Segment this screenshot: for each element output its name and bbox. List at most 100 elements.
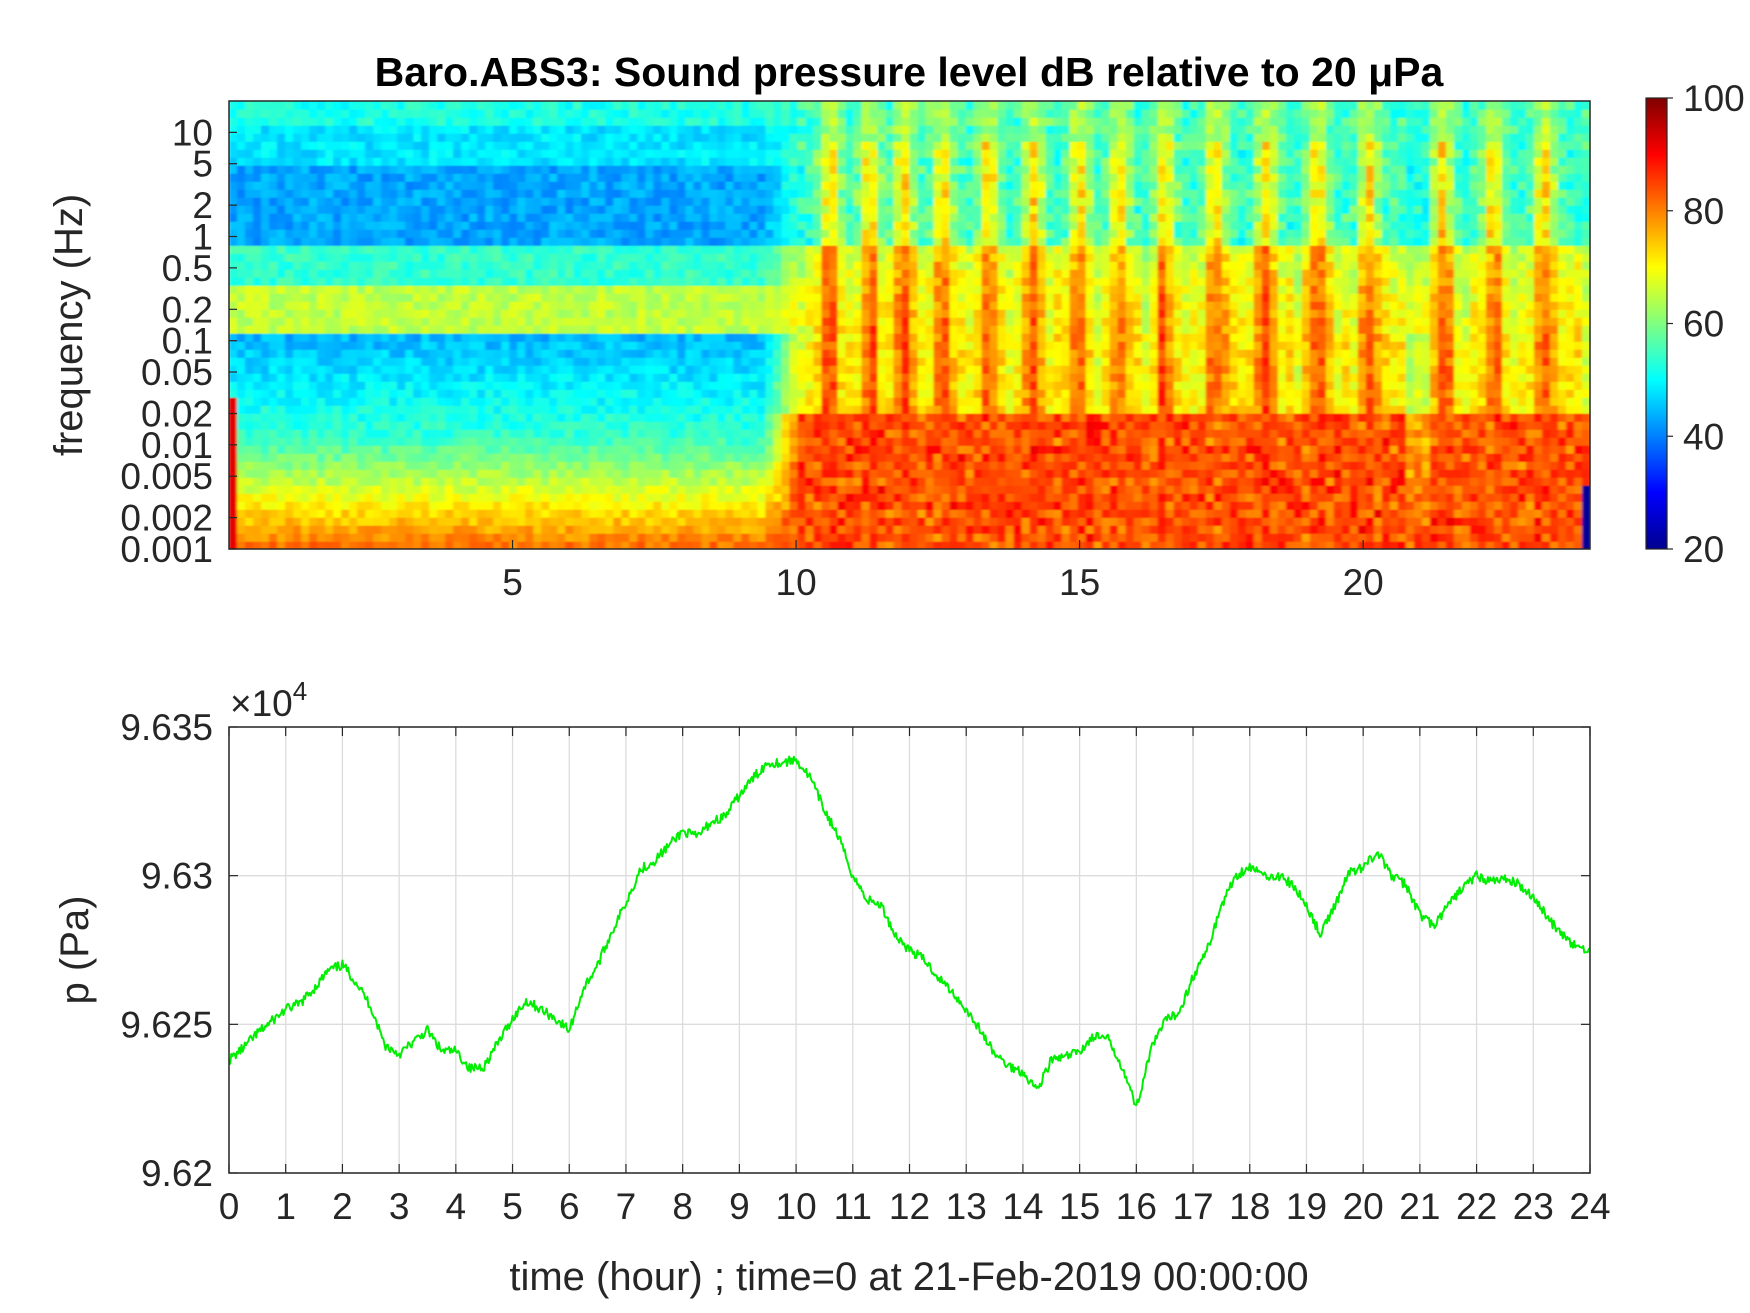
spectrogram-cell — [477, 157, 486, 166]
spectrogram-cell — [933, 221, 943, 230]
spectrogram-cell — [797, 389, 807, 398]
spectrogram-cell — [309, 269, 318, 278]
spectrogram-cell — [645, 285, 655, 294]
spectrogram-cell — [709, 517, 719, 526]
spectrogram-cell — [589, 533, 599, 542]
spectrogram-cell — [421, 509, 430, 518]
spectrogram-cell — [485, 485, 494, 494]
spectrogram-cell — [629, 413, 639, 422]
spectrogram-cell — [869, 157, 879, 166]
spectrogram-cell — [477, 261, 486, 270]
spectrogram-cell — [645, 181, 655, 190]
spectrogram-cell — [853, 245, 863, 254]
spectrogram-cell — [677, 405, 687, 414]
spectrogram-cell — [781, 421, 791, 430]
spectrogram-cell — [469, 261, 478, 270]
spectrogram-cell — [645, 397, 655, 406]
spectrogram-cell — [421, 101, 430, 110]
spectrogram-cell — [581, 173, 591, 182]
spectrogram-cell — [797, 429, 807, 438]
spectrogram-cell — [293, 389, 302, 398]
spectrogram-cell — [741, 501, 751, 510]
spectrogram-cell — [637, 429, 647, 438]
spectrogram-cell — [293, 109, 302, 118]
spectrogram-cell — [797, 205, 807, 214]
spectrogram-cell — [461, 277, 470, 286]
spectrogram-cell — [685, 293, 695, 302]
spectrogram-cell — [333, 509, 342, 518]
spectrogram-cell — [829, 509, 839, 518]
spectrogram-cell — [917, 365, 927, 374]
spectrogram-cell — [701, 173, 711, 182]
spectrogram-cell — [525, 477, 535, 486]
spectrogram-cell — [861, 221, 871, 230]
spectrogram-cell — [909, 197, 919, 206]
spectrogram-cell — [613, 341, 623, 350]
spectrogram-cell — [309, 453, 318, 462]
spectrogram-cell — [285, 437, 294, 446]
spectrogram-cell — [845, 301, 855, 310]
spectrogram-cell — [725, 125, 735, 134]
spectrogram-cell — [829, 101, 839, 110]
spectrogram-cell — [509, 437, 519, 446]
spectrogram-cell — [493, 421, 502, 430]
spectrogram-cell — [541, 189, 551, 198]
spectrogram-cell — [605, 309, 615, 318]
spectrogram-cell — [245, 509, 254, 518]
spectrogram-cell — [829, 261, 839, 270]
spectrogram-cell — [877, 165, 887, 174]
spectrogram-cell — [469, 509, 478, 518]
spectrogram-cell — [797, 173, 807, 182]
spectrogram-cell — [453, 477, 462, 486]
spectrogram-cell — [853, 405, 863, 414]
spectrogram-cell — [781, 477, 791, 486]
spectrogram-cell — [717, 525, 727, 534]
spectrogram-cell — [421, 349, 430, 358]
spectrogram-cell — [301, 477, 310, 486]
spectrogram-cell — [869, 341, 879, 350]
spectrogram-cell — [341, 285, 350, 294]
spectrogram-cell — [845, 277, 855, 286]
spectrogram-cell — [765, 109, 775, 118]
spectrogram-cell — [389, 341, 398, 350]
spectrogram-cell — [781, 429, 791, 438]
spectrogram-cell — [757, 445, 767, 454]
spectrogram-cell — [653, 181, 663, 190]
spectrogram-cell — [493, 525, 502, 534]
spectrogram-cell — [445, 421, 454, 430]
spectrogram-cell — [621, 269, 631, 278]
spectrogram-cell — [525, 149, 535, 158]
spectrogram-cell — [341, 277, 350, 286]
spectrogram-cell — [893, 397, 903, 406]
spectrogram-cell — [349, 453, 358, 462]
spectrogram-cell — [829, 181, 839, 190]
spectrogram-cell — [253, 509, 262, 518]
spectrogram-cell — [669, 277, 679, 286]
spectrogram-cell — [445, 381, 454, 390]
spectrogram-cell — [917, 501, 927, 510]
spectrogram-cell — [333, 333, 342, 342]
spectrogram-cell — [813, 533, 823, 542]
spectrogram-cell — [509, 285, 519, 294]
spectrogram-cell — [861, 253, 871, 262]
spectrogram-cell — [357, 325, 366, 334]
spectrogram-cell — [541, 309, 551, 318]
spectrogram-cell — [517, 373, 527, 382]
spectrogram-cell — [469, 413, 478, 422]
spectrogram-cell — [341, 477, 350, 486]
spectrogram-cell — [589, 309, 599, 318]
spectrogram-cell — [917, 149, 927, 158]
spectrogram-cell — [573, 325, 583, 334]
spectrogram-cell — [741, 141, 751, 150]
spectrogram-cell — [437, 213, 446, 222]
spectrogram-cell — [773, 253, 783, 262]
spectrogram-cell — [245, 525, 254, 534]
spectrogram-cell — [405, 285, 414, 294]
spectrogram-cell — [301, 413, 310, 422]
spectrogram-cell — [341, 461, 350, 470]
spectrogram-cell — [901, 285, 911, 294]
spectrogram-cell — [381, 533, 390, 542]
spectrogram-cell — [613, 493, 623, 502]
spectrogram-cell — [557, 381, 567, 390]
spectrogram-cell — [765, 173, 775, 182]
